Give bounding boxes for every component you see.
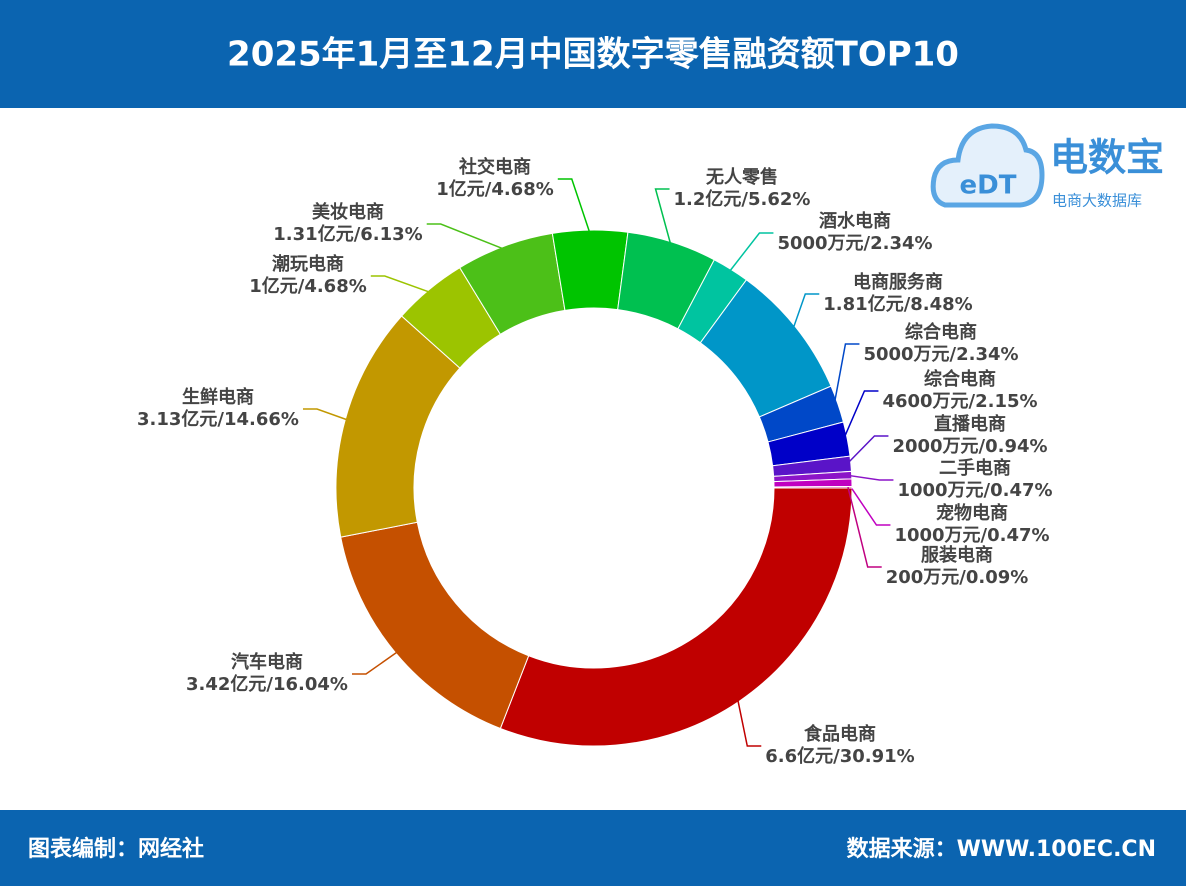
leader-line — [833, 343, 860, 406]
logo-subtitle: 电商大数据库 — [1052, 192, 1142, 210]
donut-segment — [551, 229, 629, 311]
segment-name: 服装电商 — [921, 544, 993, 566]
leader-line — [426, 223, 507, 251]
segment-name: 综合电商 — [905, 321, 977, 343]
leader-line — [847, 487, 882, 568]
logo: eDT 电数宝 电商大数据库 — [930, 123, 1164, 210]
segment-value-label: 1亿元/4.68% — [249, 275, 367, 297]
header-bar — [0, 0, 1186, 108]
segment-name: 无人零售 — [706, 166, 778, 188]
logo-name: 电数宝 — [1050, 136, 1164, 180]
segment-value-label: 5000万元/2.34% — [777, 233, 932, 254]
segment-name: 直播电商 — [934, 413, 1006, 435]
leader-line — [792, 293, 820, 331]
segment-value-label: 1000万元/0.47% — [897, 480, 1052, 501]
footer-bar — [0, 810, 1186, 886]
donut-segment — [773, 486, 853, 489]
segment-name: 美妆电商 — [312, 201, 384, 223]
logo-cloud — [930, 123, 1045, 208]
footer-left: 图表编制：网经社 — [28, 836, 204, 862]
segment-name: 潮玩电商 — [272, 253, 344, 275]
leader-line — [351, 650, 400, 675]
leader-line — [370, 275, 432, 294]
leader-line — [846, 435, 889, 465]
leader-line — [728, 232, 774, 274]
segment-value-label: 6.6亿元/30.91% — [765, 745, 914, 767]
segment-value-label: 1.81亿元/8.48% — [823, 293, 972, 315]
logo-mark: eDT — [960, 171, 1017, 201]
segment-name: 食品电商 — [803, 723, 876, 745]
title: 2025年1月至12月中国数字零售融资额TOP10 — [227, 35, 959, 75]
segment-value-label: 5000万元/2.34% — [863, 344, 1018, 365]
leader-line — [847, 482, 891, 526]
segment-value-label: 4600万元/2.15% — [882, 391, 1037, 412]
segment-name: 综合电商 — [924, 368, 996, 390]
segment-value-label: 2000万元/0.94% — [892, 436, 1047, 457]
donut-segment — [499, 487, 853, 747]
leader-line — [847, 474, 894, 481]
segment-name: 社交电商 — [459, 156, 531, 178]
leader-line — [842, 390, 879, 440]
segment-name: 汽车电商 — [231, 651, 303, 673]
segment-name: 二手电商 — [939, 457, 1011, 479]
leader-line — [736, 697, 762, 747]
segment-value-label: 1.2亿元/5.62% — [674, 188, 811, 210]
segment-name: 电商服务商 — [853, 271, 943, 293]
segment-value-label: 1.31亿元/6.13% — [273, 223, 422, 245]
segment-value-label: 200万元/0.09% — [886, 567, 1029, 588]
segment-name: 生鲜电商 — [182, 386, 254, 408]
segment-value-label: 1000万元/0.47% — [894, 525, 1049, 546]
leader-line — [654, 188, 672, 247]
segment-name: 宠物电商 — [936, 502, 1008, 524]
segment-name: 酒水电商 — [819, 210, 891, 232]
segment-value-label: 3.13亿元/14.66% — [137, 408, 299, 430]
segment-value-label: 1亿元/4.68% — [436, 178, 554, 200]
leader-line — [302, 408, 350, 422]
donut-segment — [340, 521, 530, 730]
segment-value-label: 3.42亿元/16.04% — [186, 673, 348, 695]
leader-line — [557, 178, 591, 235]
footer-right: 数据来源：WWW.100EC.CN — [847, 836, 1156, 862]
